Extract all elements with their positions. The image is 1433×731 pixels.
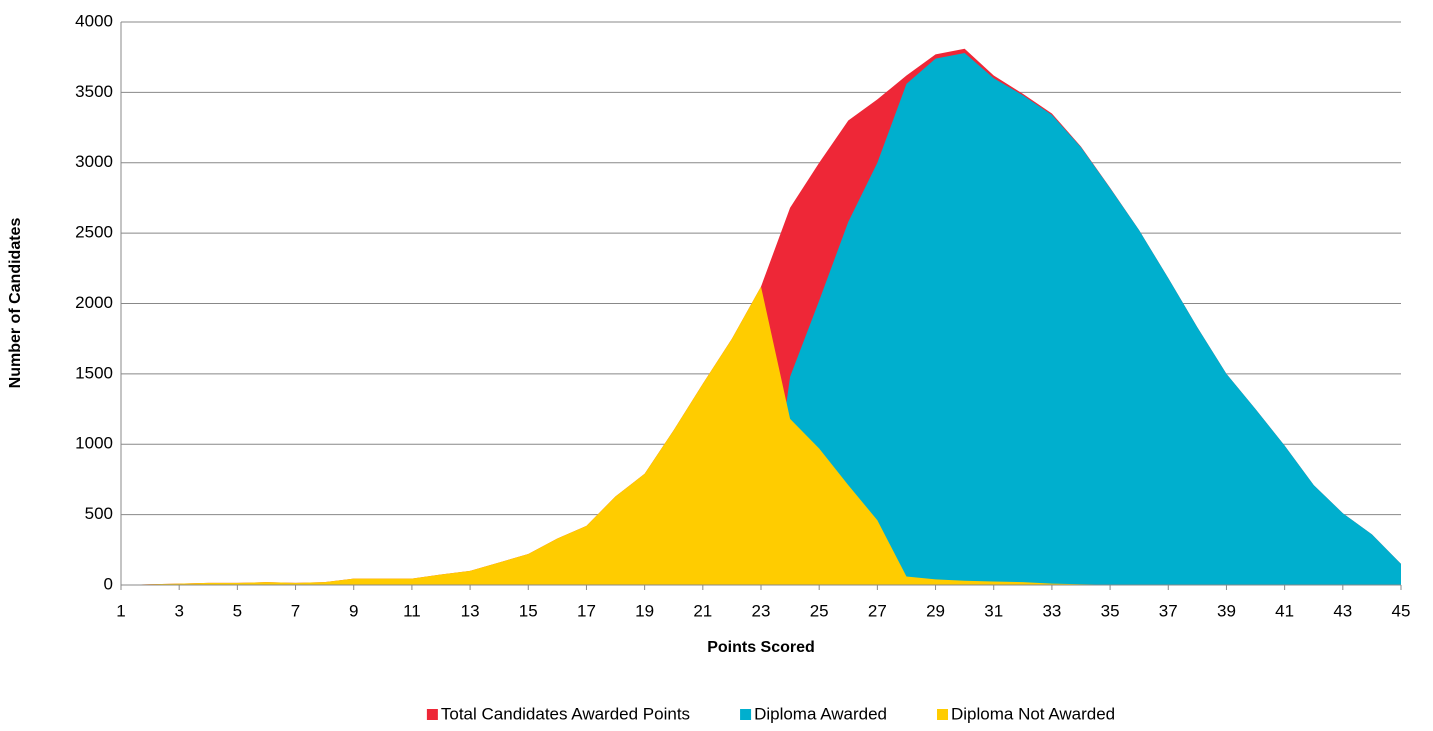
- x-tick-label: 5: [233, 601, 242, 620]
- x-tick-label: 31: [984, 601, 1003, 620]
- x-tick-label: 35: [1101, 601, 1120, 620]
- y-tick-label: 2000: [75, 293, 113, 312]
- x-tick-label: 39: [1217, 601, 1236, 620]
- x-tick-label: 19: [635, 601, 654, 620]
- x-tick-label: 11: [403, 601, 421, 620]
- y-axis-label: Number of Candidates: [7, 218, 24, 389]
- x-tick-label: 15: [519, 601, 538, 620]
- legend-label: Total Candidates Awarded Points: [441, 704, 690, 723]
- legend-swatch: [426, 709, 438, 720]
- x-tick-label: 23: [752, 601, 771, 620]
- legend-swatch: [937, 709, 949, 720]
- x-axis-label: Points Scored: [707, 639, 815, 656]
- x-tick-label: 37: [1159, 601, 1178, 620]
- y-tick-label: 4000: [75, 11, 113, 30]
- x-tick-label: 3: [174, 601, 183, 620]
- x-tick-label: 33: [1042, 601, 1061, 620]
- legend-label: Diploma Awarded: [754, 704, 887, 723]
- x-tick-label: 17: [577, 601, 596, 620]
- area: [121, 52, 1401, 585]
- x-tick-label: 29: [926, 601, 945, 620]
- y-tick-label: 1500: [75, 363, 113, 382]
- x-tick-label: 21: [693, 601, 712, 620]
- y-tick-label: 1000: [75, 434, 113, 453]
- y-tick-label: 3000: [75, 152, 113, 171]
- y-tick-label: 0: [104, 574, 113, 593]
- x-tick-label: 27: [868, 601, 887, 620]
- x-tick-label: 43: [1333, 601, 1352, 620]
- x-tick-label: 7: [291, 601, 300, 620]
- x-tick-label: 13: [461, 601, 480, 620]
- y-tick-label: 500: [85, 504, 113, 523]
- x-tick-label: 41: [1275, 601, 1294, 620]
- y-tick-label: 2500: [75, 223, 113, 242]
- x-tick-label: 45: [1392, 601, 1411, 620]
- legend-label: Diploma Not Awarded: [951, 704, 1115, 723]
- x-tick-label: 1: [116, 601, 125, 620]
- legend-swatch: [740, 709, 752, 720]
- y-tick-label: 3500: [75, 82, 113, 101]
- x-tick-label: 25: [810, 601, 829, 620]
- x-tick-label: 9: [349, 601, 358, 620]
- area: [121, 286, 1401, 585]
